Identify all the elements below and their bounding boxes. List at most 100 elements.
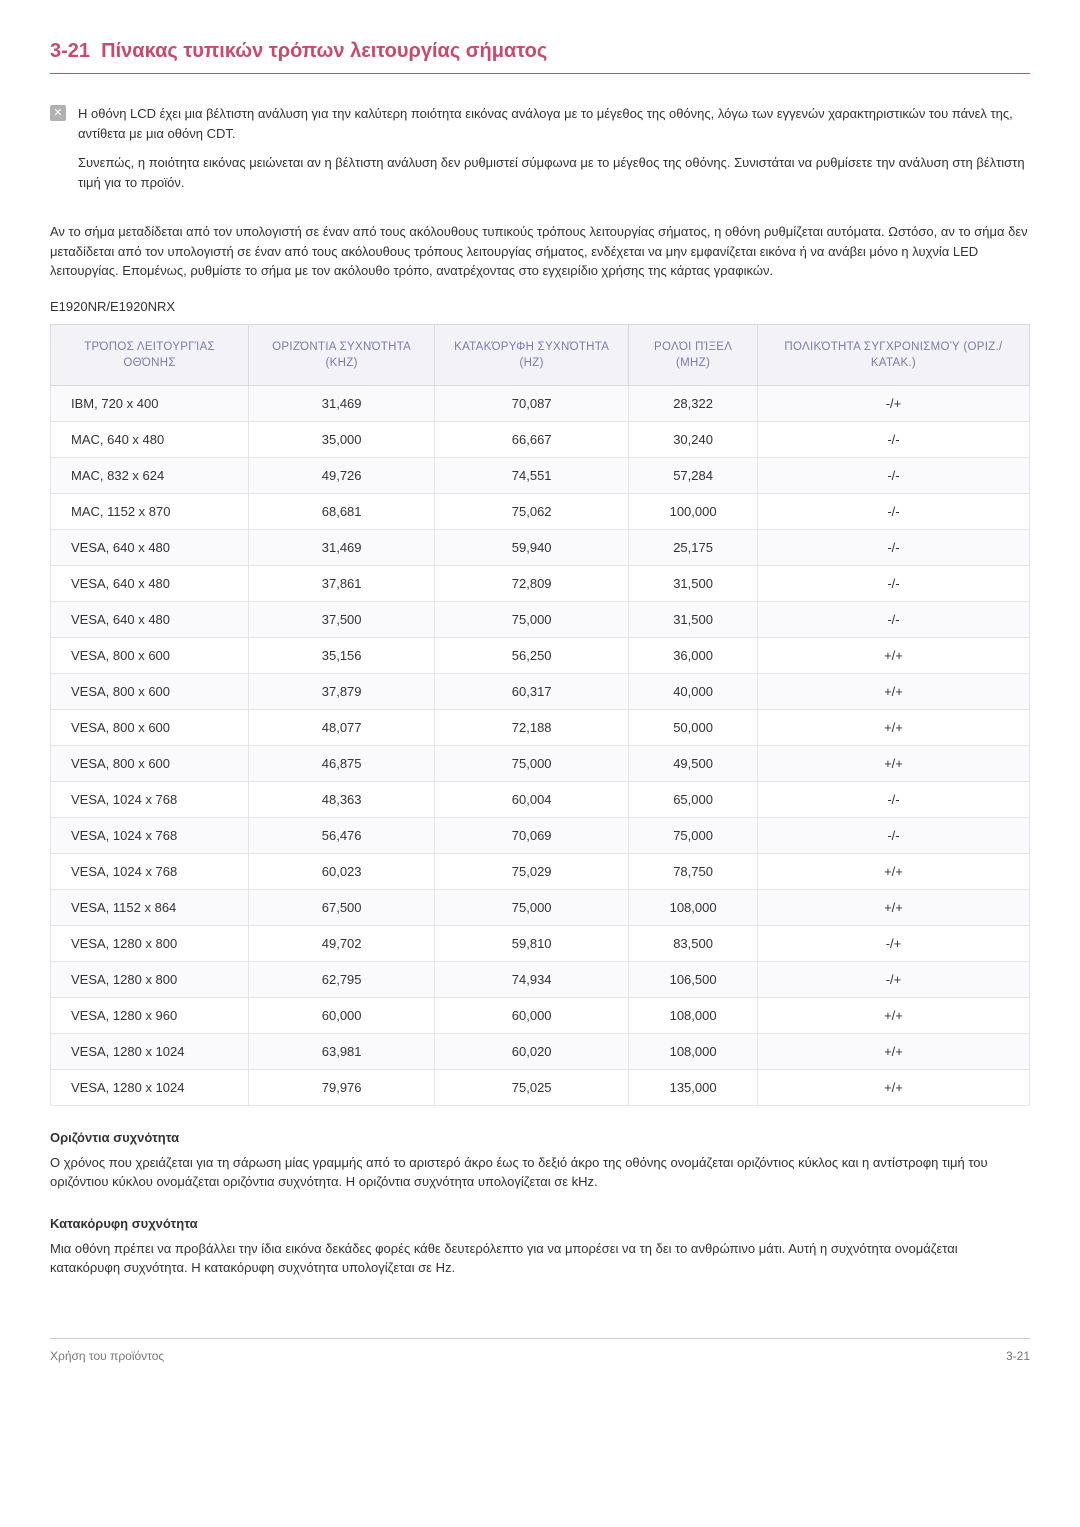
table-cell: 79,976 — [249, 1069, 435, 1105]
table-cell: 60,000 — [249, 997, 435, 1033]
table-cell: 83,500 — [629, 925, 758, 961]
table-cell: 59,810 — [435, 925, 629, 961]
table-cell: -/- — [757, 457, 1029, 493]
def2-title: Κατακόρυφη συχνότητα — [50, 1216, 1030, 1231]
table-row: VESA, 800 x 60048,07772,18850,000+/+ — [51, 709, 1030, 745]
table-cell: 135,000 — [629, 1069, 758, 1105]
table-cell: 57,284 — [629, 457, 758, 493]
table-cell: -/+ — [757, 925, 1029, 961]
def1-body: Ο χρόνος που χρειάζεται για τη σάρωση μί… — [50, 1153, 1030, 1192]
table-cell: -/- — [757, 421, 1029, 457]
signal-modes-table: ΤΡΌΠΟΣ ΛΕΙΤΟΥΡΓΊΑΣ ΟΘΌΝΗΣ ΟΡΙΖΌΝΤΙΑ ΣΥΧΝ… — [50, 324, 1030, 1106]
table-cell: 31,469 — [249, 529, 435, 565]
table-row: VESA, 640 x 48037,86172,80931,500-/- — [51, 565, 1030, 601]
table-cell: 75,025 — [435, 1069, 629, 1105]
col-pixclock: ΡΟΛΌΙ ΠΊΞΕΛ (MHZ) — [629, 324, 758, 385]
table-cell: 60,000 — [435, 997, 629, 1033]
table-cell: 56,476 — [249, 817, 435, 853]
def2-body: Μια οθόνη πρέπει να προβάλλει την ίδια ε… — [50, 1239, 1030, 1278]
table-cell: 74,551 — [435, 457, 629, 493]
table-cell: VESA, 1280 x 800 — [51, 961, 249, 997]
table-cell: VESA, 800 x 600 — [51, 709, 249, 745]
table-cell: VESA, 800 x 600 — [51, 637, 249, 673]
section-number: 3-21 — [50, 40, 90, 62]
note-paragraph-1: Η οθόνη LCD έχει μια βέλτιστη ανάλυση γι… — [78, 104, 1030, 143]
table-row: VESA, 1280 x 102479,97675,025135,000+/+ — [51, 1069, 1030, 1105]
table-cell: 30,240 — [629, 421, 758, 457]
table-cell: 35,000 — [249, 421, 435, 457]
table-cell: +/+ — [757, 889, 1029, 925]
table-cell: +/+ — [757, 637, 1029, 673]
table-row: VESA, 800 x 60046,87575,00049,500+/+ — [51, 745, 1030, 781]
table-cell: VESA, 1024 x 768 — [51, 853, 249, 889]
table-cell: VESA, 1280 x 800 — [51, 925, 249, 961]
intro-paragraph: Αν το σήμα μεταδίδεται από τον υπολογιστ… — [50, 222, 1030, 281]
table-row: MAC, 640 x 48035,00066,66730,240-/- — [51, 421, 1030, 457]
table-cell: -/- — [757, 565, 1029, 601]
table-cell: VESA, 1280 x 1024 — [51, 1069, 249, 1105]
page-footer: Χρήση του προϊόντος 3-21 — [50, 1338, 1030, 1363]
table-cell: 40,000 — [629, 673, 758, 709]
table-cell: 60,004 — [435, 781, 629, 817]
table-cell: 75,062 — [435, 493, 629, 529]
table-cell: VESA, 1280 x 1024 — [51, 1033, 249, 1069]
col-vfreq: ΚΑΤΑΚΌΡΥΦΗ ΣΥΧΝΌΤΗΤΑ (HZ) — [435, 324, 629, 385]
table-cell: -/- — [757, 493, 1029, 529]
table-cell: 49,726 — [249, 457, 435, 493]
table-cell: MAC, 832 x 624 — [51, 457, 249, 493]
table-cell: 35,156 — [249, 637, 435, 673]
col-polarity: ΠΟΛΙΚΌΤΗΤΑ ΣΥΓΧΡΟΝΙΣΜΟΎ (ΟΡΙΖ./ΚΑΤΑΚ.) — [757, 324, 1029, 385]
note-paragraph-2: Συνεπώς, η ποιότητα εικόνας μειώνεται αν… — [78, 153, 1030, 192]
table-cell: VESA, 800 x 600 — [51, 745, 249, 781]
table-cell: VESA, 1280 x 960 — [51, 997, 249, 1033]
table-cell: -/- — [757, 817, 1029, 853]
table-cell: 74,934 — [435, 961, 629, 997]
table-cell: 50,000 — [629, 709, 758, 745]
table-cell: 78,750 — [629, 853, 758, 889]
table-cell: VESA, 1024 x 768 — [51, 817, 249, 853]
table-cell: +/+ — [757, 673, 1029, 709]
table-cell: 37,861 — [249, 565, 435, 601]
table-cell: +/+ — [757, 1033, 1029, 1069]
table-cell: 31,500 — [629, 565, 758, 601]
table-cell: 25,175 — [629, 529, 758, 565]
table-cell: 59,940 — [435, 529, 629, 565]
table-cell: 75,000 — [435, 889, 629, 925]
table-cell: VESA, 1024 x 768 — [51, 781, 249, 817]
table-row: VESA, 1280 x 102463,98160,020108,000+/+ — [51, 1033, 1030, 1069]
table-cell: 63,981 — [249, 1033, 435, 1069]
table-cell: -/- — [757, 529, 1029, 565]
info-icon: ✕ — [50, 105, 66, 121]
table-row: VESA, 1024 x 76860,02375,02978,750+/+ — [51, 853, 1030, 889]
table-cell: 65,000 — [629, 781, 758, 817]
table-row: MAC, 832 x 62449,72674,55157,284-/- — [51, 457, 1030, 493]
table-cell: 56,250 — [435, 637, 629, 673]
table-cell: 36,000 — [629, 637, 758, 673]
table-cell: 37,879 — [249, 673, 435, 709]
section-title: 3-21 Πίνακας τυπικών τρόπων λειτουργίας … — [50, 40, 1030, 74]
table-cell: VESA, 640 x 480 — [51, 565, 249, 601]
table-cell: 106,500 — [629, 961, 758, 997]
table-cell: 72,809 — [435, 565, 629, 601]
table-cell: 108,000 — [629, 1033, 758, 1069]
table-cell: 70,087 — [435, 385, 629, 421]
table-cell: MAC, 640 x 480 — [51, 421, 249, 457]
table-row: VESA, 800 x 60037,87960,31740,000+/+ — [51, 673, 1030, 709]
table-cell: IBM, 720 x 400 — [51, 385, 249, 421]
table-cell: 70,069 — [435, 817, 629, 853]
table-cell: 48,363 — [249, 781, 435, 817]
table-cell: 31,469 — [249, 385, 435, 421]
table-row: VESA, 1280 x 80049,70259,81083,500-/+ — [51, 925, 1030, 961]
table-cell: VESA, 1152 x 864 — [51, 889, 249, 925]
table-cell: 37,500 — [249, 601, 435, 637]
table-cell: 49,500 — [629, 745, 758, 781]
table-cell: VESA, 800 x 600 — [51, 673, 249, 709]
table-cell: +/+ — [757, 853, 1029, 889]
table-cell: VESA, 640 x 480 — [51, 601, 249, 637]
table-cell: 75,000 — [629, 817, 758, 853]
table-cell: +/+ — [757, 745, 1029, 781]
table-row: VESA, 800 x 60035,15656,25036,000+/+ — [51, 637, 1030, 673]
model-label: E1920NR/E1920NRX — [50, 299, 1030, 314]
table-cell: 28,322 — [629, 385, 758, 421]
table-cell: +/+ — [757, 1069, 1029, 1105]
